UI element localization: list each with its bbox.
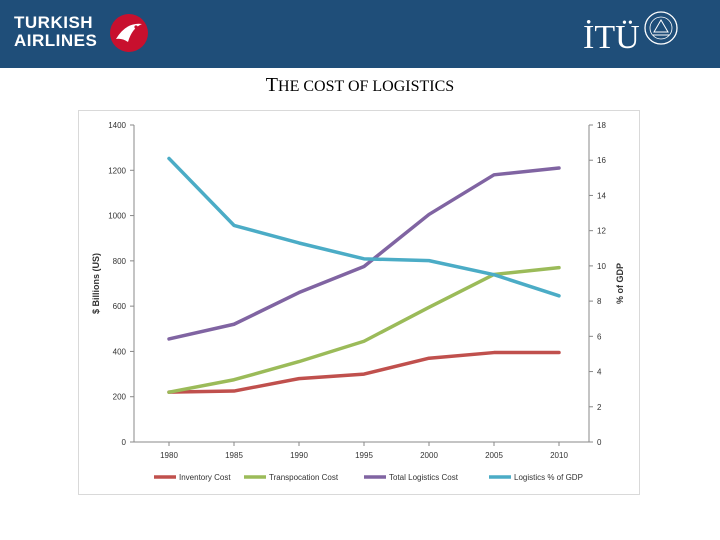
- x-tick-label: 2000: [420, 451, 438, 460]
- legend-label-2: Transpocation Cost: [269, 473, 339, 482]
- legend-label-1: Inventory Cost: [179, 473, 231, 482]
- y-tick-label-right: 2: [597, 403, 602, 412]
- y-tick-label-right: 8: [597, 297, 602, 306]
- y-tick-label-right: 14: [597, 191, 606, 200]
- logistics-cost-chart: 0 200 400 600 800 1000 1200 1400 0 2 4 6 8 10 12 14 16 18…: [91, 121, 625, 482]
- x-tick-label: 2010: [550, 451, 568, 460]
- series-line-4: [167, 156, 561, 298]
- y-tick-label-left: 400: [113, 347, 127, 356]
- y-tick-label-right: 0: [597, 438, 602, 447]
- y-tick-label-left: 800: [113, 257, 127, 266]
- turkish-airlines-logo: TURKISH AIRLINES: [14, 13, 98, 50]
- y-tick-label-right: 4: [597, 368, 602, 377]
- x-tick-label: 1990: [290, 451, 308, 460]
- x-tick-label: 1985: [225, 451, 243, 460]
- y-tick-label-right: 16: [597, 156, 606, 165]
- y-tick-label-left: 0: [122, 438, 127, 447]
- y-tick-label-left: 1000: [108, 212, 126, 221]
- turkish-airlines-bird-icon: [110, 14, 148, 52]
- y-axis-label-left: $ Billions (US): [91, 253, 101, 314]
- slide-title-cap: T: [265, 74, 279, 96]
- series-line-1: [167, 350, 561, 394]
- x-tick-label: 1980: [160, 451, 178, 460]
- y-tick-label-left: 200: [113, 393, 127, 402]
- y-tick-label-right: 10: [597, 262, 606, 271]
- y-tick-label-right: 12: [597, 227, 606, 236]
- legend-label-4: Logistics % of GDP: [514, 473, 583, 482]
- slide-title: THE COST OF LOGISTICS: [0, 74, 720, 97]
- y-tick-label-left: 1400: [108, 121, 126, 130]
- legend-label-3: Total Logistics Cost: [389, 473, 459, 482]
- itu-logo-text: İTÜ: [583, 19, 640, 56]
- slide-title-rest: HE COST OF LOGISTICS: [278, 78, 455, 95]
- y-tick-label-right: 6: [597, 332, 602, 341]
- itu-seal-icon: [644, 11, 678, 45]
- y-tick-label-right: 18: [597, 121, 606, 130]
- x-tick-label: 2005: [485, 451, 503, 460]
- x-tick-label: 1995: [355, 451, 373, 460]
- series-line-3: [167, 166, 561, 341]
- header-band: TURKISH AIRLINES İTÜ: [0, 0, 720, 68]
- y-axis-label-right: % of GDP: [615, 263, 625, 304]
- y-tick-label-left: 600: [113, 302, 127, 311]
- y-tick-label-left: 1200: [108, 166, 126, 175]
- chart-frame: 0 200 400 600 800 1000 1200 1400 0 2 4 6 8 10 12 14 16 18…: [78, 110, 640, 495]
